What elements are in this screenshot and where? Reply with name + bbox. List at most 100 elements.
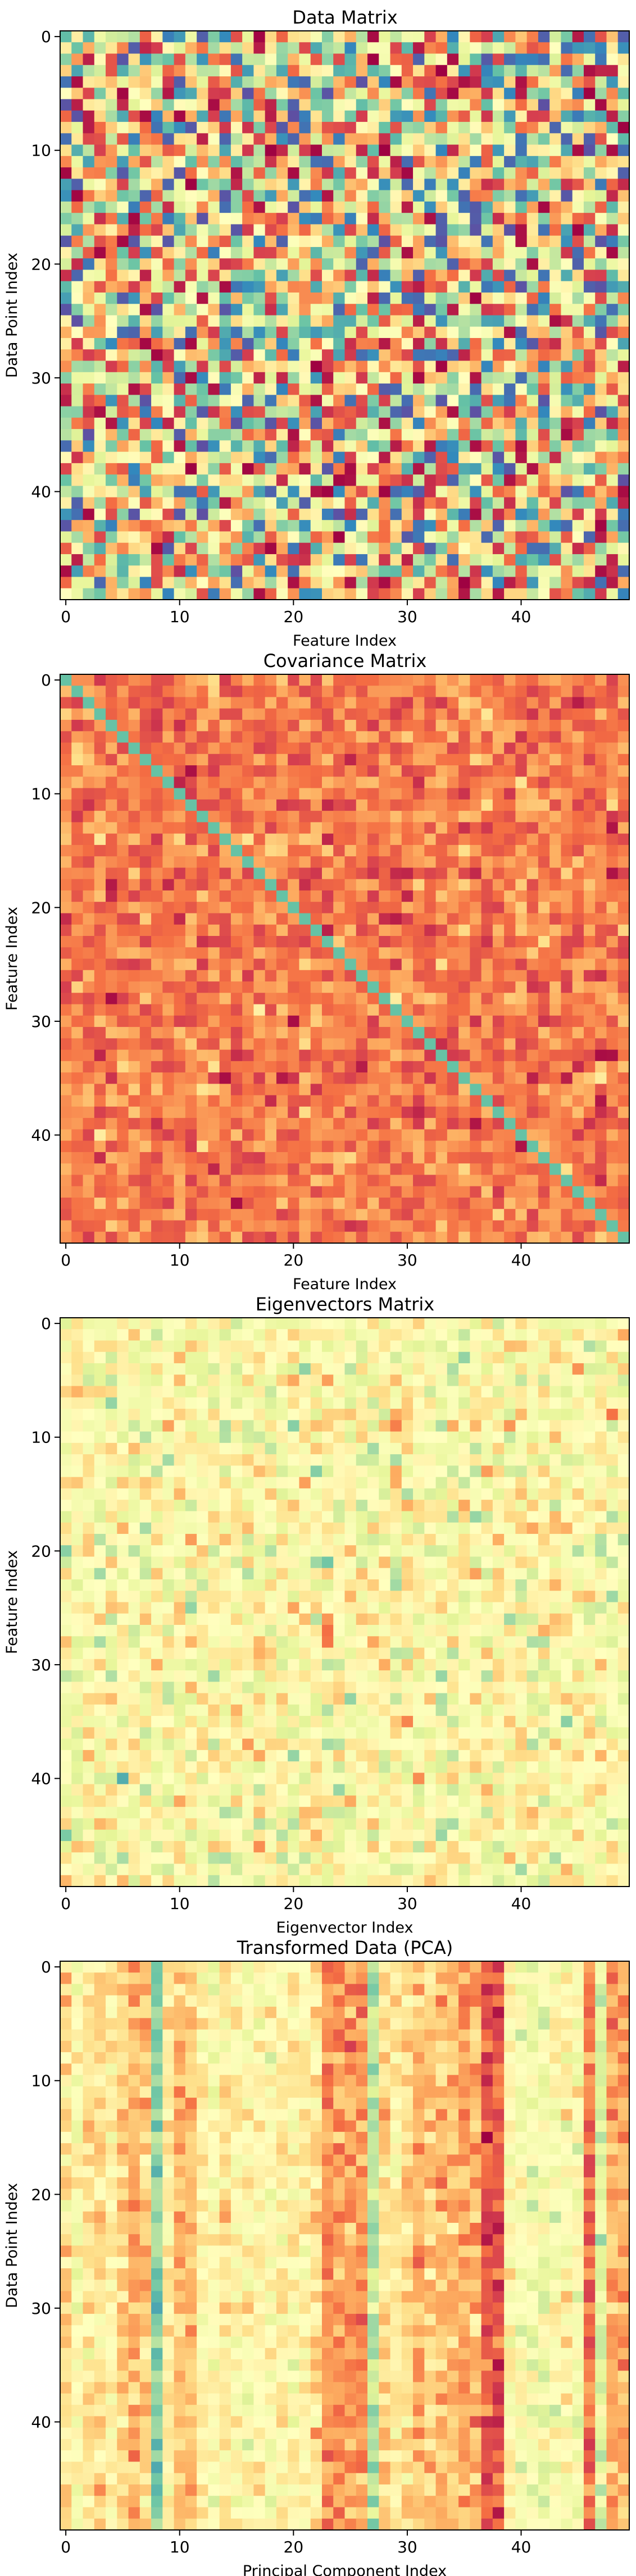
heatmap-cell [253,292,266,304]
heatmap-cell [185,981,197,993]
heatmap-cell [162,190,175,202]
heatmap-cell [139,520,152,532]
heatmap-cell [356,110,368,122]
heatmap-cell [549,1163,562,1176]
heatmap-cell [208,1140,220,1153]
heatmap-cell [117,1084,129,1096]
heatmap-cell [71,326,84,339]
heatmap-cell [242,258,255,271]
heatmap-cell [515,213,528,225]
heatmap-cell [162,1084,175,1096]
heatmap-cell [139,349,152,362]
heatmap-cell [424,588,437,600]
heatmap-cell [435,844,448,857]
heatmap-cell [413,1197,425,1209]
heatmap-cell [230,258,243,271]
heatmap-cell [572,281,584,293]
heatmap-cell [128,1129,140,1141]
heatmap-cell [344,190,357,202]
heatmap-cell [299,913,311,925]
heatmap-cell [424,720,437,732]
heatmap-cell [606,349,619,362]
heatmap-cell [344,1049,357,1062]
heatmap-cell [60,224,72,236]
heatmap-cell [583,902,596,914]
heatmap-cell [435,213,448,225]
heatmap-cell [310,65,322,77]
heatmap-cell [447,190,459,202]
heatmap-cell [151,383,163,395]
heatmap-cell [276,822,288,834]
heatmap-cell [128,486,140,498]
heatmap-cell [504,947,516,960]
heatmap-cell [288,429,300,441]
heatmap-cell [185,65,197,77]
heatmap-cell [253,753,266,766]
heatmap-cell [458,674,470,686]
heatmap-cell [174,1175,186,1187]
heatmap-cell [606,395,619,407]
heatmap-cell [230,531,243,543]
heatmap-cell [470,765,482,777]
heatmap-cell [526,708,539,720]
heatmap-cell [481,281,493,293]
heatmap-cell [139,753,152,766]
heatmap-cell [208,65,220,77]
heatmap-cell [401,708,414,720]
heatmap-cell [561,338,573,350]
heatmap-cell [230,53,243,66]
heatmap-cell [572,372,584,384]
heatmap-cell [219,360,231,373]
heatmap-cell [253,1152,266,1164]
heatmap-cell [310,474,322,486]
heatmap-cell [447,731,459,743]
heatmap-cell [617,924,630,937]
heatmap-cell [424,867,437,880]
heatmap-cell [117,1004,129,1016]
heatmap-cell [515,497,528,509]
heatmap-cell [379,486,391,498]
heatmap-cell [424,201,437,213]
heatmap-cell [606,520,619,532]
heatmap-cell [139,890,152,902]
heatmap-cell [276,304,288,316]
heatmap-cell [424,179,437,191]
heatmap-cell [515,258,528,271]
heatmap-cell [583,947,596,960]
heatmap-cell [504,856,516,869]
heatmap-cell [583,1163,596,1176]
heatmap-cell [606,947,619,960]
heatmap-cell [83,167,95,179]
heatmap-cell [458,224,470,236]
heatmap-cell [481,531,493,543]
heatmap-cell [253,1095,266,1107]
heatmap-cell [549,395,562,407]
heatmap-cell [413,708,425,720]
heatmap-cell [185,777,197,789]
heatmap-cell [606,542,619,555]
heatmap-cell [162,440,175,453]
heatmap-cell [94,190,106,202]
heatmap-cell [572,156,584,168]
heatmap-cell [561,1106,573,1118]
heatmap-cell [435,708,448,720]
heatmap-cell [208,588,220,600]
heatmap-cell [83,844,95,857]
heatmap-cell [333,720,346,732]
heatmap-cell [526,1049,539,1062]
heatmap-cell [356,258,368,271]
heatmap-cell [185,451,197,464]
heatmap-cell [470,565,482,578]
heatmap-cell [333,508,346,520]
heatmap-cell [299,1027,311,1039]
heatmap-cell [321,1049,334,1062]
heatmap-cell [413,1163,425,1176]
heatmap-cell [379,1106,391,1118]
heatmap-cell [458,292,470,304]
heatmap-cell [572,167,584,179]
heatmap-cell [367,1106,379,1118]
heatmap-cell [458,1175,470,1187]
heatmap-cell [390,924,402,937]
heatmap-cell [595,1140,607,1153]
heatmap-cell [230,315,243,327]
